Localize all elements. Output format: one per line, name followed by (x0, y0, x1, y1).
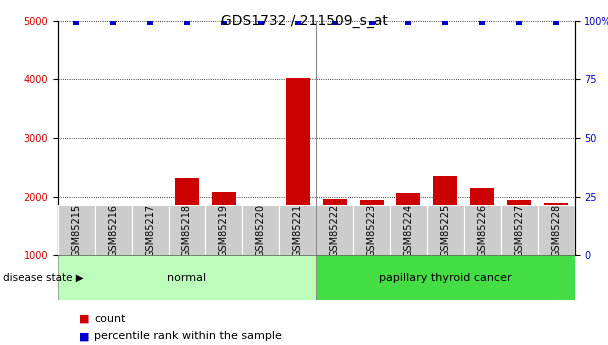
Bar (359, 200, 384, 255)
Point (182, 19, 192, 24)
Text: ■: ■ (79, 314, 89, 324)
FancyBboxPatch shape (279, 205, 316, 255)
Bar (249, 206, 273, 255)
Point (71, 19, 81, 24)
Text: GSM85221: GSM85221 (292, 204, 303, 257)
Point (108, 19, 118, 24)
FancyBboxPatch shape (206, 205, 243, 255)
FancyBboxPatch shape (58, 255, 316, 300)
FancyBboxPatch shape (316, 205, 353, 255)
Text: GSM85219: GSM85219 (219, 204, 229, 257)
FancyBboxPatch shape (58, 205, 95, 255)
Bar (470, 188, 494, 255)
Text: normal: normal (167, 273, 207, 283)
Point (514, 19, 524, 24)
Text: disease state ▶: disease state ▶ (3, 273, 84, 283)
Text: GSM85223: GSM85223 (367, 204, 376, 257)
FancyBboxPatch shape (95, 205, 131, 255)
FancyBboxPatch shape (390, 205, 427, 255)
Point (477, 19, 487, 24)
Bar (286, 78, 309, 255)
FancyBboxPatch shape (316, 255, 575, 300)
Point (330, 19, 339, 24)
Text: GSM85216: GSM85216 (108, 204, 118, 257)
Text: count: count (94, 314, 126, 324)
Text: GSM85215: GSM85215 (71, 204, 81, 257)
FancyBboxPatch shape (501, 205, 537, 255)
Bar (138, 216, 162, 255)
Text: percentile rank within the sample: percentile rank within the sample (94, 332, 282, 341)
FancyBboxPatch shape (243, 205, 279, 255)
Text: GSM85222: GSM85222 (330, 204, 340, 257)
Point (440, 19, 450, 24)
Bar (544, 203, 568, 255)
Bar (396, 193, 421, 255)
Bar (434, 176, 457, 255)
Point (367, 19, 376, 24)
Text: ■: ■ (79, 332, 89, 341)
FancyBboxPatch shape (168, 205, 206, 255)
Text: GSM85218: GSM85218 (182, 204, 192, 257)
Bar (64, 221, 88, 255)
Text: GSM85217: GSM85217 (145, 204, 155, 257)
Bar (323, 199, 347, 255)
Text: GSM85220: GSM85220 (256, 204, 266, 257)
Text: GSM85224: GSM85224 (404, 204, 413, 257)
Bar (212, 192, 236, 255)
Text: GSM85225: GSM85225 (440, 204, 451, 257)
Text: GSM85226: GSM85226 (477, 204, 487, 257)
FancyBboxPatch shape (537, 205, 575, 255)
Text: papillary thyroid cancer: papillary thyroid cancer (379, 273, 512, 283)
Text: GSM85228: GSM85228 (551, 204, 561, 257)
Bar (507, 199, 531, 255)
Text: GSM85227: GSM85227 (514, 204, 524, 257)
FancyBboxPatch shape (353, 205, 390, 255)
Point (256, 19, 266, 24)
Point (551, 19, 561, 24)
FancyBboxPatch shape (464, 205, 501, 255)
Point (293, 19, 303, 24)
Point (145, 19, 155, 24)
Point (404, 19, 413, 24)
Text: GDS1732 / 211509_s_at: GDS1732 / 211509_s_at (221, 14, 387, 28)
Bar (175, 178, 199, 255)
FancyBboxPatch shape (131, 205, 168, 255)
FancyBboxPatch shape (427, 205, 464, 255)
Bar (101, 215, 125, 255)
Point (219, 19, 229, 24)
